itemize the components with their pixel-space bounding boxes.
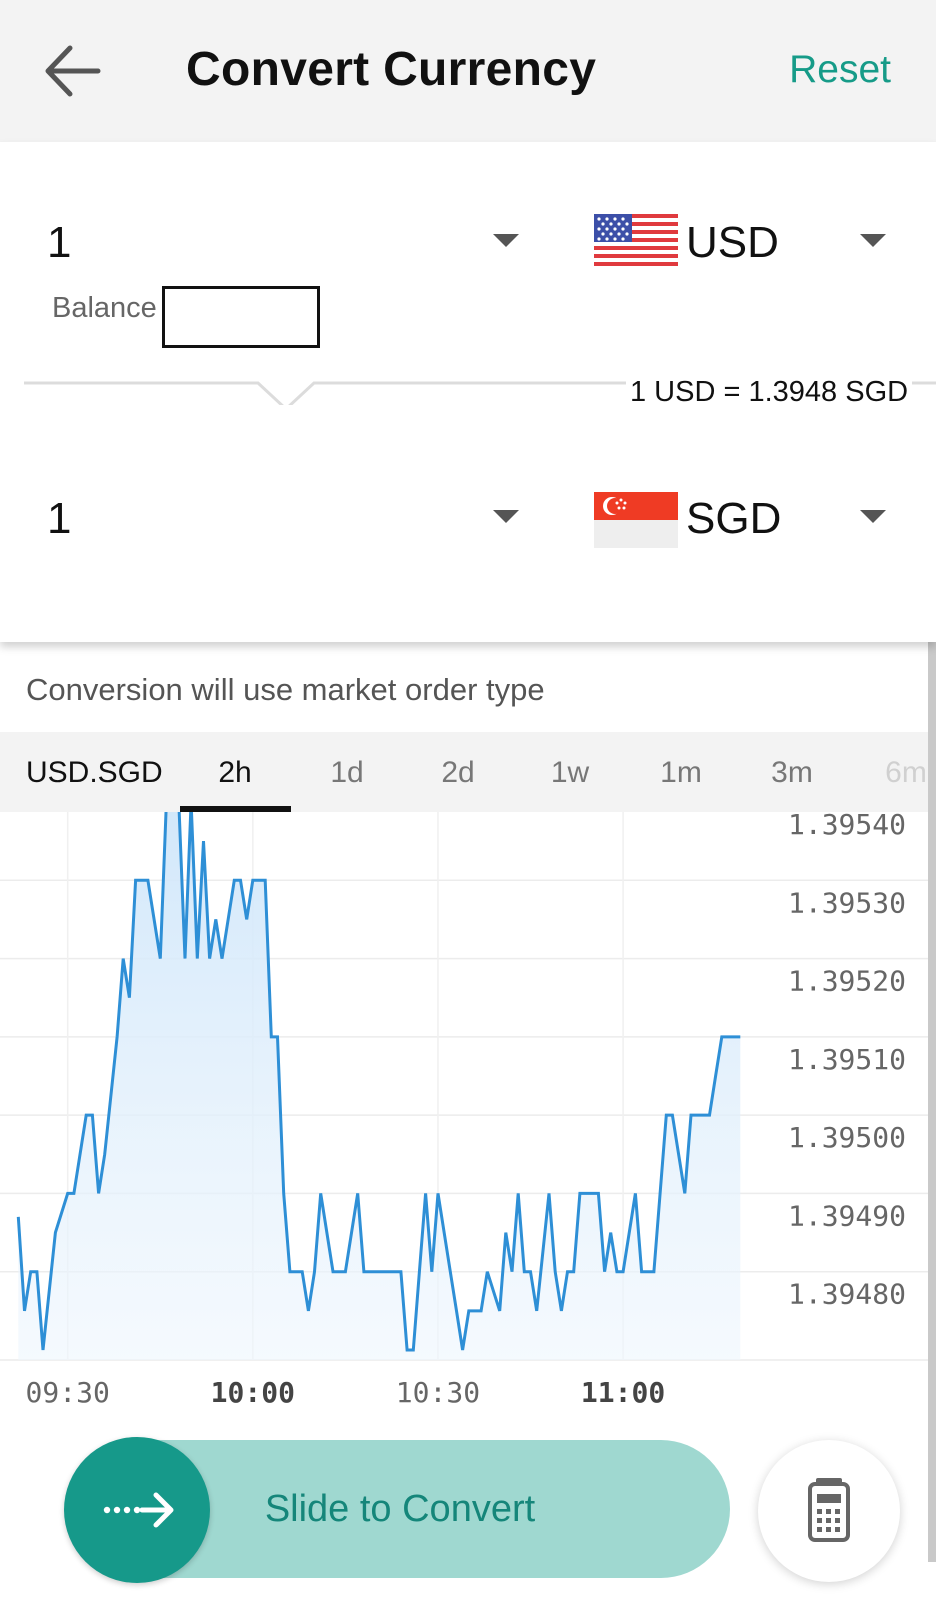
calculator-button[interactable]	[758, 1440, 900, 1582]
y-tick-label: 1.39480	[788, 1278, 906, 1311]
tab-1w[interactable]: 1w	[550, 756, 590, 789]
tab-1d[interactable]: 1d	[330, 756, 364, 789]
converter-card: 1 USD Balance 1 USD = 1.3948 SGD 1	[0, 142, 936, 642]
slide-to-convert-knob[interactable]	[64, 1437, 210, 1583]
x-tick-label: 09:30	[26, 1376, 110, 1409]
reset-button[interactable]: Reset	[789, 48, 891, 91]
x-tick-label: 10:30	[396, 1376, 480, 1409]
price-line	[16, 812, 741, 1352]
to-amount-dropdown-caret[interactable]	[493, 510, 519, 523]
slide-to-convert-label: Slide to Convert	[264, 1488, 536, 1530]
market-order-notice: Conversion will use market order type	[26, 672, 545, 707]
balance-value-redacted	[162, 286, 320, 348]
x-tick-label: 10:00	[211, 1376, 295, 1409]
y-tick-label: 1.39490	[788, 1199, 906, 1232]
y-tick-label: 1.39520	[788, 965, 906, 998]
tab-2d[interactable]: 2d	[441, 756, 475, 789]
tab-3m[interactable]: 3m	[771, 756, 813, 789]
y-tick-label: 1.39530	[788, 886, 906, 919]
tab-2h[interactable]: 2h	[218, 756, 252, 789]
range-tabs: USD.SGD 2h 1d 2d 1w 1m 3m 6m	[0, 732, 936, 812]
to-amount-input[interactable]: 1	[47, 494, 72, 543]
from-amount-input[interactable]: 1	[47, 218, 72, 267]
price-area-fill	[18, 812, 741, 1360]
scrollbar[interactable]	[928, 642, 936, 1562]
symbol-label: USD.SGD	[26, 756, 163, 789]
balance-label: Balance	[52, 292, 157, 324]
from-currency-dropdown-caret[interactable]	[860, 234, 886, 247]
arrow-left-icon	[45, 45, 101, 97]
back-button[interactable]	[40, 42, 104, 100]
to-currency-selector[interactable]: SGD	[686, 494, 782, 543]
x-tick-label: 11:00	[581, 1376, 665, 1409]
app-header: Convert Currency Reset	[0, 0, 936, 142]
from-currency-selector[interactable]: USD	[686, 218, 779, 267]
tab-6m[interactable]: 6m	[885, 756, 927, 789]
from-amount-dropdown-caret[interactable]	[493, 234, 519, 247]
calculator-icon	[808, 1478, 850, 1542]
exchange-rate-text: 1 USD = 1.3948 SGD	[626, 376, 913, 409]
active-tab-indicator	[180, 806, 291, 812]
arrow-right-dotted-icon	[103, 1492, 174, 1528]
us-flag-icon	[594, 214, 678, 266]
tab-1m[interactable]: 1m	[660, 756, 702, 789]
y-tick-label: 1.39500	[788, 1121, 906, 1154]
price-chart[interactable]: 1.39540 1.39530 1.39520 1.39510 1.39500 1.394…	[0, 812, 936, 1442]
sg-flag-icon	[594, 492, 678, 548]
y-tick-label: 1.39540	[788, 812, 906, 841]
page-title: Convert Currency	[186, 43, 597, 96]
y-tick-label: 1.39510	[788, 1043, 906, 1076]
to-currency-dropdown-caret[interactable]	[860, 510, 886, 523]
